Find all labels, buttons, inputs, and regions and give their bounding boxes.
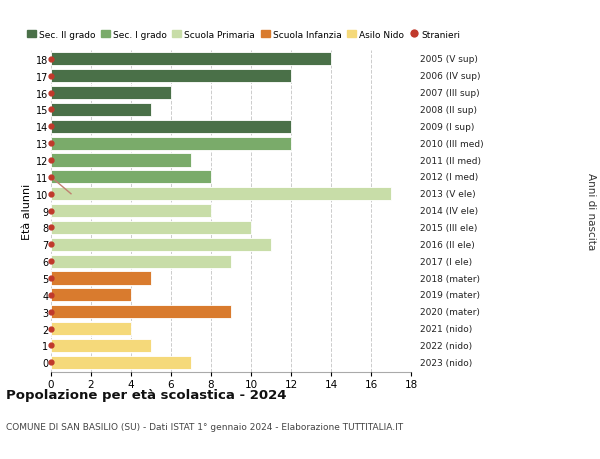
Bar [51,171,211,184]
Text: 2015 (III ele): 2015 (III ele) [420,224,478,232]
Text: 2014 (IV ele): 2014 (IV ele) [420,207,478,216]
Bar [51,289,131,302]
Bar [51,87,171,100]
Bar [51,70,291,83]
Bar [51,272,151,285]
Text: 2020 (mater): 2020 (mater) [420,308,480,317]
Text: 2016 (II ele): 2016 (II ele) [420,241,475,249]
Bar [51,104,151,117]
Bar [51,188,391,201]
Bar [51,356,191,369]
Text: 2007 (III sup): 2007 (III sup) [420,89,479,98]
Text: Popolazione per età scolastica - 2024: Popolazione per età scolastica - 2024 [6,388,287,401]
Bar [51,120,291,134]
Text: 2023 (nido): 2023 (nido) [420,358,472,367]
Text: 2022 (nido): 2022 (nido) [420,341,472,350]
Bar [51,306,231,319]
Text: Anni di nascita: Anni di nascita [586,173,596,250]
Bar [51,205,211,218]
Bar [51,137,291,151]
Legend: Sec. II grado, Sec. I grado, Scuola Primaria, Scuola Infanzia, Asilo Nido, Stran: Sec. II grado, Sec. I grado, Scuola Prim… [27,31,461,39]
Text: 2019 (mater): 2019 (mater) [420,291,480,300]
Text: COMUNE DI SAN BASILIO (SU) - Dati ISTAT 1° gennaio 2024 - Elaborazione TUTTITALI: COMUNE DI SAN BASILIO (SU) - Dati ISTAT … [6,422,403,431]
Text: 2013 (V ele): 2013 (V ele) [420,190,476,199]
Text: 2017 (I ele): 2017 (I ele) [420,257,472,266]
Text: 2010 (III med): 2010 (III med) [420,140,484,148]
Text: 2009 (I sup): 2009 (I sup) [420,123,475,132]
Text: 2005 (V sup): 2005 (V sup) [420,55,478,64]
Bar [51,339,151,352]
Bar [51,221,251,235]
Bar [51,53,331,66]
Text: 2021 (nido): 2021 (nido) [420,325,472,333]
Bar [51,154,191,167]
Bar [51,322,131,336]
Text: 2011 (II med): 2011 (II med) [420,156,481,165]
Text: 2006 (IV sup): 2006 (IV sup) [420,72,481,81]
Text: 2018 (mater): 2018 (mater) [420,274,480,283]
Text: 2012 (I med): 2012 (I med) [420,173,478,182]
Text: 2008 (II sup): 2008 (II sup) [420,106,477,115]
Bar [51,238,271,252]
Bar [51,255,231,268]
Y-axis label: Età alunni: Età alunni [22,183,32,239]
